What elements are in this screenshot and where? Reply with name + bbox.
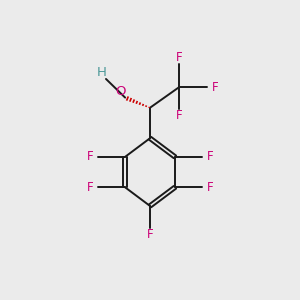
Text: F: F [87, 181, 93, 194]
Text: F: F [207, 150, 213, 163]
Text: O: O [115, 85, 126, 98]
Text: H: H [96, 66, 106, 80]
Text: F: F [212, 81, 218, 94]
Text: F: F [207, 181, 213, 194]
Text: F: F [176, 52, 182, 64]
Text: F: F [87, 150, 93, 163]
Text: F: F [176, 109, 182, 122]
Text: F: F [147, 228, 153, 241]
